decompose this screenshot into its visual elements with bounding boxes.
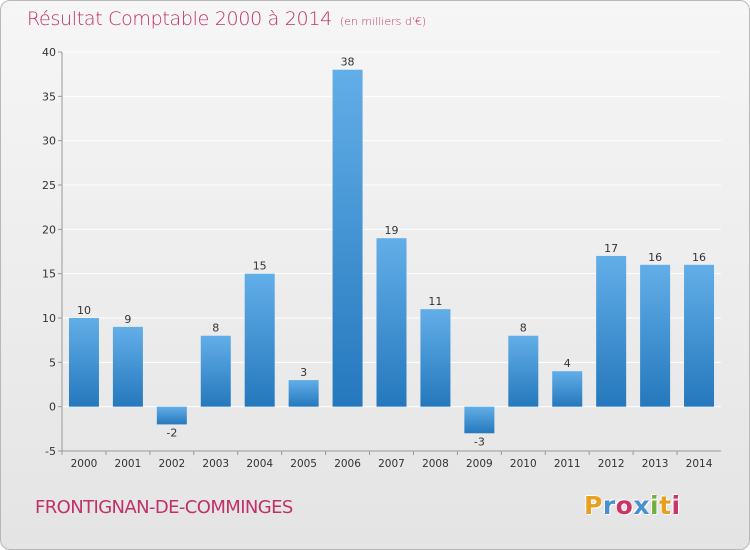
bar-2014 bbox=[684, 264, 715, 407]
x-tick-labels: 2000 2001 2002 2003 2004 2005 2006 2007 2008 2009… bbox=[71, 458, 713, 470]
y-tick-labels: -5 0 5 10 15 20 25 30 35 40 bbox=[42, 46, 56, 458]
bar-2005 bbox=[288, 380, 319, 407]
logo-letter: P bbox=[584, 491, 603, 520]
commune-name: FRONTIGNAN-DE-COMMINGES bbox=[35, 497, 293, 518]
logo-letter: i bbox=[671, 491, 681, 520]
x-tick-label-2011: 2011 bbox=[554, 458, 581, 470]
x-tick-label-2009: 2009 bbox=[466, 458, 493, 470]
y-tick-label: 0 bbox=[49, 401, 56, 414]
data-label-2006: 38 bbox=[341, 56, 355, 69]
data-label-2010: 8 bbox=[520, 322, 527, 335]
x-tick-label-2010: 2010 bbox=[510, 458, 537, 470]
x-tick-label-2012: 2012 bbox=[598, 458, 625, 470]
bar-2013 bbox=[640, 264, 671, 407]
bar-2002 bbox=[156, 406, 187, 425]
axes bbox=[58, 51, 721, 455]
bars bbox=[68, 69, 715, 434]
y-tick-label: 5 bbox=[49, 356, 56, 369]
x-tick-label-2007: 2007 bbox=[378, 458, 405, 470]
logo-letter: x bbox=[633, 491, 650, 520]
y-tick-label: 15 bbox=[42, 268, 56, 281]
bar-2009 bbox=[464, 406, 495, 434]
y-tick-label: 40 bbox=[42, 46, 56, 59]
data-label-2012: 17 bbox=[604, 242, 618, 255]
bar-2010 bbox=[508, 335, 539, 407]
logo-letter: t bbox=[659, 491, 672, 520]
logo-letter: r bbox=[602, 491, 616, 520]
data-label-2001: 9 bbox=[124, 313, 131, 326]
x-tick-label-2002: 2002 bbox=[158, 458, 185, 470]
x-tick-label-2008: 2008 bbox=[422, 458, 449, 470]
bar-2006 bbox=[332, 69, 363, 407]
x-tick-label-2005: 2005 bbox=[290, 458, 317, 470]
data-label-2002: -2 bbox=[166, 426, 177, 439]
y-tick-label: 30 bbox=[42, 135, 56, 148]
data-label-2005: 3 bbox=[300, 366, 307, 379]
proxiti-logo[interactable]: Proxiti bbox=[584, 491, 681, 520]
y-tick-label: 35 bbox=[42, 90, 56, 103]
x-tick-label-2013: 2013 bbox=[642, 458, 669, 470]
chart-title-text: Résultat Comptable 2000 à 2014 bbox=[27, 8, 332, 30]
bar-2007 bbox=[376, 238, 407, 407]
x-tick-label-2006: 2006 bbox=[334, 458, 361, 470]
x-tick-label-2003: 2003 bbox=[202, 458, 229, 470]
bar-2012 bbox=[596, 255, 627, 407]
y-tick-label: 25 bbox=[42, 179, 56, 192]
bar-2000 bbox=[68, 318, 99, 407]
data-label-2000: 10 bbox=[77, 304, 91, 317]
bar-2008 bbox=[420, 309, 451, 407]
x-tick-label-2004: 2004 bbox=[246, 458, 273, 470]
data-label-2011: 4 bbox=[564, 357, 571, 370]
x-tick-label-2000: 2000 bbox=[71, 458, 98, 470]
logo-letter: o bbox=[615, 491, 634, 520]
chart-title: Résultat Comptable 2000 à 2014 (en millie… bbox=[27, 8, 426, 30]
data-label-2007: 19 bbox=[385, 224, 399, 237]
bar-2003 bbox=[200, 335, 231, 407]
x-tick-label-2001: 2001 bbox=[115, 458, 142, 470]
data-label-2009: -3 bbox=[474, 435, 485, 448]
y-tick-label: 10 bbox=[42, 312, 56, 325]
x-tick-label-2014: 2014 bbox=[686, 458, 713, 470]
data-labels: 10 9 -2 8 15 3 38 19 11 -3 8 4 17 16 16 bbox=[77, 56, 706, 449]
data-label-2008: 11 bbox=[428, 295, 442, 308]
data-label-2004: 15 bbox=[253, 260, 267, 273]
chart-subtitle: (en milliers d'€) bbox=[339, 15, 427, 28]
data-label-2003: 8 bbox=[212, 322, 219, 335]
data-label-2013: 16 bbox=[648, 251, 662, 264]
y-tick-label: -5 bbox=[45, 445, 56, 458]
y-tick-label: 20 bbox=[42, 223, 56, 236]
data-label-2014: 16 bbox=[692, 251, 706, 264]
logo-letter: i bbox=[650, 491, 660, 520]
bar-2001 bbox=[112, 326, 143, 407]
bar-2004 bbox=[244, 273, 275, 407]
bar-2011 bbox=[552, 371, 583, 407]
